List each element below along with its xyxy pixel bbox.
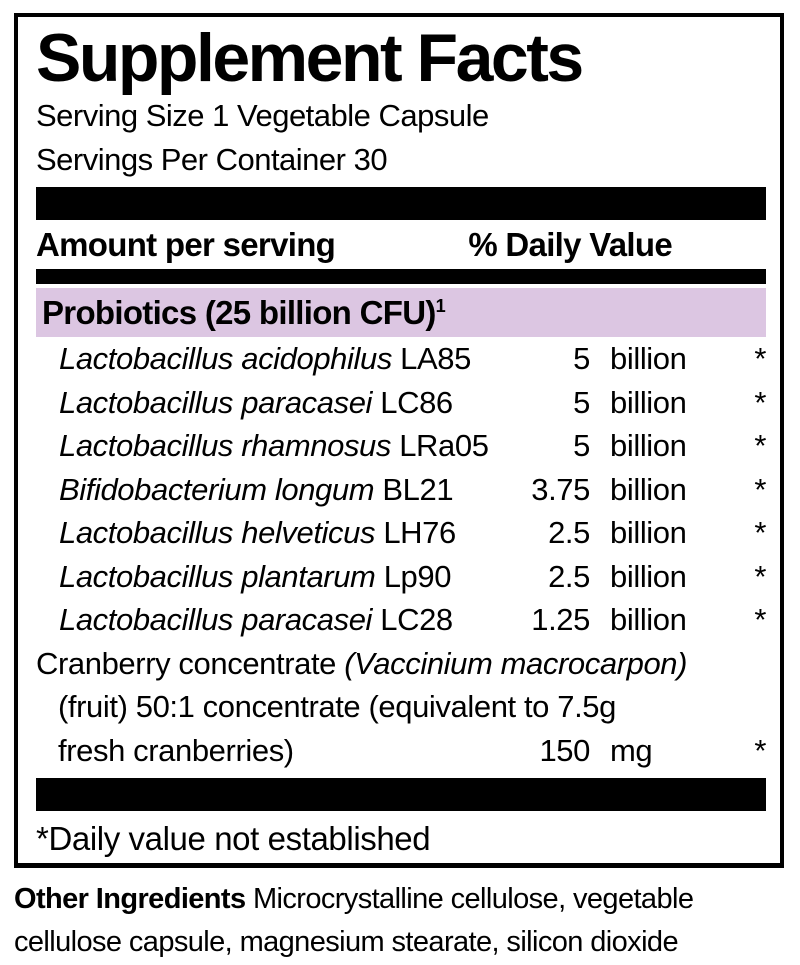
strain-code: LH76 [383, 515, 456, 551]
cranberry-row-line1: Cranberry concentrate (Vaccinium macroca… [36, 642, 766, 686]
species-name: Lactobacillus acidophilus [59, 341, 392, 377]
amount-value: 5 [573, 428, 590, 464]
daily-value-asterisk: * [754, 558, 766, 594]
ingredient-row-paracasei-lc86: Lactobacillus paracasei LC86 5 billion * [36, 381, 766, 425]
other-ingredients-line2: cellulose capsule, magnesium stearate, s… [14, 926, 679, 958]
daily-value-asterisk: * [754, 732, 766, 768]
panel-title: Supplement Facts [36, 20, 584, 96]
amount-value: 2.5 [548, 515, 590, 551]
species-name: Lactobacillus helveticus [59, 515, 376, 551]
group-heading-footnote-marker: 1 [435, 295, 446, 316]
columns-header-row: Amount per serving % Daily Value [36, 220, 766, 269]
amount-unit: billion [610, 471, 687, 507]
daily-value-footnote: *Daily value not established [36, 820, 431, 858]
amount-value: 3.75 [531, 471, 590, 507]
strain-code: LRa05 [399, 428, 489, 464]
ingredient-row-rhamnosus: Lactobacillus rhamnosus LRa05 5 billion … [36, 424, 766, 468]
amount-unit: billion [610, 558, 687, 594]
ingredient-name: Lactobacillus acidophilus LA85 [36, 337, 532, 381]
cranberry-description: (fruit) 50:1 concentrate (equivalent to … [58, 689, 616, 725]
amount-value: 150 [539, 732, 590, 768]
amount-unit: billion [610, 341, 687, 377]
strain-code: BL21 [382, 471, 454, 507]
ingredient-row-plantarum: Lactobacillus plantarum Lp90 2.5 billion… [36, 555, 766, 599]
amount-value: 2.5 [548, 558, 590, 594]
strain-code: Lp90 [383, 558, 452, 594]
daily-value-header: % Daily Value [468, 225, 672, 263]
amount-value: 5 [573, 341, 590, 377]
amount-value: 1.25 [531, 602, 590, 638]
probiotics-group-heading: Probiotics (25 billion CFU)1 [36, 288, 766, 338]
amount-unit: billion [610, 384, 687, 420]
amount-unit: billion [610, 428, 687, 464]
other-ingredients-section: Other Ingredients Microcrystalline cellu… [14, 878, 694, 964]
ingredient-name: Bifidobacterium longum BL21 [36, 468, 531, 512]
daily-value-asterisk: * [754, 428, 766, 464]
strain-code: LC86 [380, 384, 453, 420]
species-name: Lactobacillus rhamnosus [59, 428, 391, 464]
cranberry-row-line2: (fruit) 50:1 concentrate (equivalent to … [36, 685, 766, 729]
other-ingredients-text-part1: Microcrystalline cellulose, vegetable [245, 883, 694, 915]
serving-size-text: Serving Size 1 Vegetable Capsule [36, 98, 489, 134]
servings-per-container-text: Servings Per Container 30 [36, 142, 388, 178]
ingredient-row-paracasei-lc28: Lactobacillus paracasei LC28 1.25 billio… [36, 598, 766, 642]
ingredient-name: Lactobacillus helveticus LH76 [36, 511, 532, 555]
ingredient-row-helveticus: Lactobacillus helveticus LH76 2.5 billio… [36, 511, 766, 555]
divider-bar-bottom [36, 778, 766, 812]
strain-code: LC28 [380, 602, 453, 638]
cranberry-name: Cranberry concentrate (Vaccinium macroca… [36, 642, 766, 686]
other-ingredients-label: Other Ingredients [14, 883, 246, 915]
amount-unit: billion [610, 515, 687, 551]
other-ingredients-line1: Other Ingredients Microcrystalline cellu… [14, 878, 694, 921]
daily-value-asterisk: * [754, 515, 766, 551]
ingredient-name: Lactobacillus plantarum Lp90 [36, 555, 532, 599]
amount-value: 5 [573, 384, 590, 420]
amount-unit: mg [610, 732, 653, 768]
strain-code: LA85 [400, 341, 471, 377]
daily-value-asterisk: * [754, 471, 766, 507]
amount-unit: billion [610, 602, 687, 638]
cranberry-name-text: Cranberry concentrate [36, 645, 345, 681]
species-name: Lactobacillus paracasei [59, 602, 373, 638]
cranberry-latin-name: (Vaccinium macrocarpon) [344, 645, 688, 681]
ingredient-name: Lactobacillus paracasei LC28 [36, 598, 531, 642]
divider-bar-middle [36, 269, 766, 285]
cranberry-row-line3: fresh cranberries) 150 mg * [36, 729, 766, 773]
daily-value-asterisk: * [754, 384, 766, 420]
ingredient-row-acidophilus: Lactobacillus acidophilus LA85 5 billion… [36, 337, 766, 381]
divider-bar-top [36, 187, 766, 221]
supplement-facts-panel: Supplement Facts Serving Size 1 Vegetabl… [14, 13, 784, 869]
ingredient-name: Lactobacillus paracasei LC86 [36, 381, 532, 425]
group-heading-text: Probiotics (25 billion CFU)1 [42, 293, 446, 332]
ingredient-row-longum: Bifidobacterium longum BL21 3.75 billion… [36, 468, 766, 512]
species-name: Lactobacillus paracasei [59, 384, 373, 420]
group-heading-label: Probiotics (25 billion CFU) [42, 293, 436, 331]
species-name: Lactobacillus plantarum [59, 558, 376, 594]
daily-value-asterisk: * [754, 341, 766, 377]
species-name: Bifidobacterium longum [59, 471, 375, 507]
cranberry-description-end: fresh cranberries) [58, 732, 294, 768]
daily-value-asterisk: * [754, 602, 766, 638]
amount-per-serving-header: Amount per serving [36, 225, 336, 263]
ingredient-name: Lactobacillus rhamnosus LRa05 [36, 424, 532, 468]
